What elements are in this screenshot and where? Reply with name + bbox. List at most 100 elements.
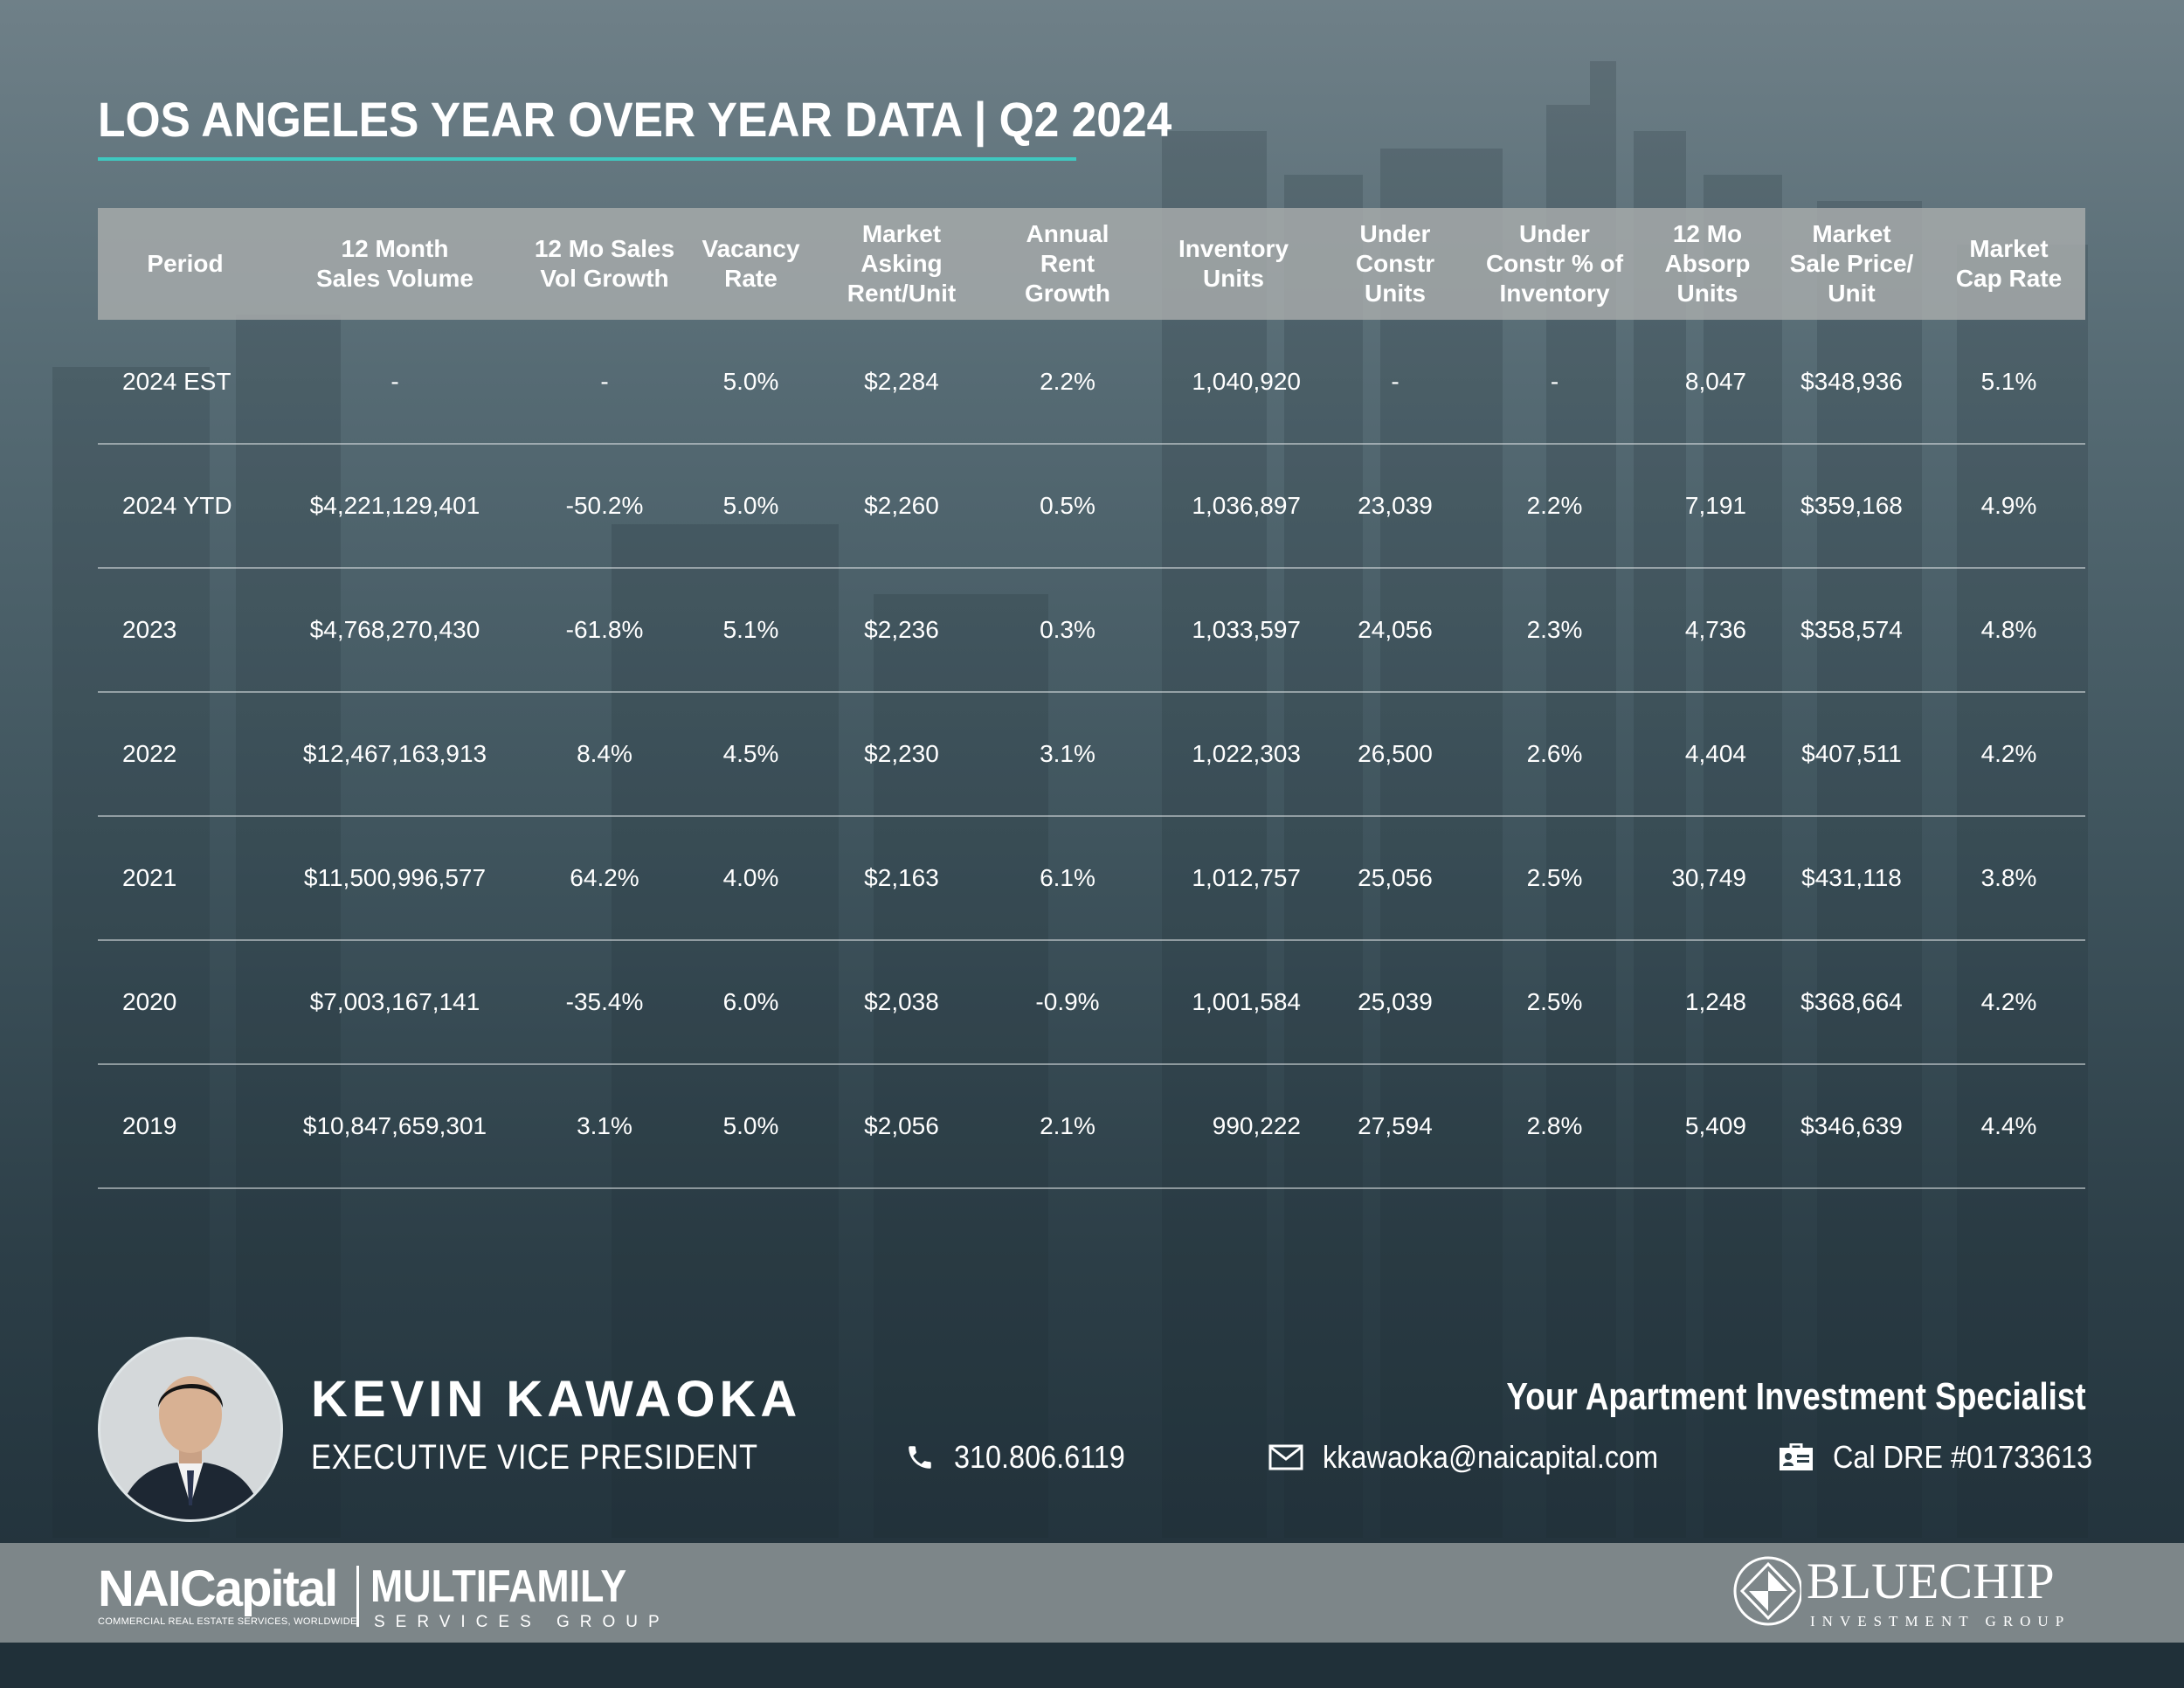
cell-sale-price-unit: $407,511	[1801, 740, 1902, 767]
column-header-under-constr-units: Under Constr Units	[1355, 220, 1435, 307]
cell-sales-volume: $7,003,167,141	[309, 988, 480, 1015]
cell-sales-volume: $11,500,996,577	[303, 864, 487, 891]
cell-sale-price-unit: $348,936	[1800, 367, 1903, 395]
column-header-sale-price-unit: Market Sale Price/Unit	[1789, 220, 1914, 307]
cell-asking-rent: $2,056	[864, 1112, 939, 1139]
agent-portrait-icon	[100, 1339, 280, 1519]
cell-period: 2021	[122, 864, 177, 891]
cell-rent-growth: -0.9%	[1035, 988, 1100, 1015]
cell-asking-rent: $2,163	[864, 864, 939, 891]
yoy-data-table: Period 12 Month Sales Volume 12 Mo Sales V…	[98, 208, 2085, 1189]
cell-sales-vol-growth: -61.8%	[565, 616, 644, 643]
cell-asking-rent: $2,038	[864, 988, 939, 1015]
cell-sales-vol-growth: 3.1%	[577, 1112, 632, 1139]
cell-sales-vol-growth: -35.4%	[565, 988, 644, 1015]
cell-sales-volume: $12,467,163,913	[302, 740, 487, 767]
bluechip-subtitle: INVESTMENT GROUP	[1810, 1613, 2071, 1629]
cell-absorp-units: 8,047	[1684, 367, 1746, 395]
cell-absorp-units: 4,736	[1684, 616, 1746, 643]
cell-cap-rate: 4.2%	[1980, 740, 2037, 767]
cell-sales-vol-growth: -	[600, 367, 609, 395]
cell-sales-vol-growth: 64.2%	[570, 864, 639, 891]
cell-rent-growth: 0.5%	[1040, 492, 1095, 519]
agent-title: EXECUTIVE VICE PRESIDENT	[311, 1438, 758, 1477]
cell-absorp-units: 7,191	[1684, 492, 1746, 519]
cell-vacancy-rate: 4.0%	[722, 864, 779, 891]
cell-under-constr-pct: 2.8%	[1526, 1112, 1583, 1139]
cell-vacancy-rate: 5.0%	[722, 1112, 779, 1139]
page-title: LOS ANGELES YEAR OVER YEAR DATA | Q2 202…	[98, 92, 1172, 147]
cell-cap-rate: 4.2%	[1980, 988, 2037, 1015]
cell-vacancy-rate: 4.5%	[722, 740, 779, 767]
column-header-cap-rate: Market Cap Rate	[1955, 235, 2063, 292]
cell-sale-price-unit: $431,118	[1801, 864, 1902, 891]
cell-rent-growth: 6.1%	[1040, 864, 1095, 891]
cell-inventory-units: 1,012,757	[1192, 864, 1301, 891]
cell-sales-volume: $4,221,129,401	[309, 492, 480, 519]
column-header-rent-growth: Annual Rent Growth	[1025, 220, 1110, 307]
cell-under-constr-units: -	[1391, 367, 1400, 395]
agent-tagline: Your Apartment Investment Specialist	[1506, 1375, 2086, 1418]
table-row: 2022 $12,467,163,913 8.4% 4.5% $2,230 3.…	[98, 692, 2085, 816]
table-row: 2021 $11,500,996,577 64.2% 4.0% $2,163 6…	[98, 816, 2085, 940]
id-card-icon	[1779, 1443, 1814, 1471]
bluechip-wordmark: BLUECHIP	[1807, 1553, 2055, 1609]
cell-sale-price-unit: $358,574	[1800, 616, 1903, 643]
logo-divider	[356, 1566, 359, 1627]
cell-rent-growth: 3.1%	[1040, 740, 1095, 767]
column-header-absorp-units: 12 Mo Absorp Units	[1664, 220, 1751, 307]
cell-vacancy-rate: 5.0%	[722, 367, 779, 395]
table-row: 2023 $4,768,270,430 -61.8% 5.1% $2,236 0…	[98, 568, 2085, 692]
cell-asking-rent: $2,236	[864, 616, 939, 643]
nai-capital-logo: NAICapital COMMERCIAL REAL ESTATE SERVIC…	[98, 1560, 356, 1628]
cell-rent-growth: 0.3%	[1040, 616, 1095, 643]
phone-contact[interactable]: 310.806.6119	[905, 1439, 1144, 1475]
cell-sale-price-unit: $359,168	[1800, 492, 1903, 519]
multifamily-subtitle: SERVICES GROUP	[374, 1613, 670, 1631]
agent-avatar	[98, 1337, 283, 1522]
cell-inventory-units: 990,222	[1212, 1112, 1301, 1139]
table-header-row: Period 12 Month Sales Volume 12 Mo Sales V…	[98, 208, 2085, 320]
cell-under-constr-pct: 2.5%	[1526, 864, 1583, 891]
cell-period: 2023	[122, 616, 177, 643]
cell-cap-rate: 4.9%	[1980, 492, 2037, 519]
cell-under-constr-units: 25,056	[1358, 864, 1433, 891]
cell-under-constr-pct: -	[1550, 367, 1559, 395]
cell-under-constr-pct: 2.5%	[1526, 988, 1583, 1015]
cell-absorp-units: 30,749	[1671, 864, 1746, 891]
cell-vacancy-rate: 5.1%	[722, 616, 779, 643]
cell-vacancy-rate: 6.0%	[722, 988, 779, 1015]
column-header-inventory-units: Inventory Units	[1178, 235, 1289, 292]
cell-vacancy-rate: 5.0%	[722, 492, 779, 519]
phone-number[interactable]: 310.806.6119	[954, 1439, 1125, 1475]
table-row: 2024 EST - - 5.0% $2,284 2.2% 1,040,920 …	[98, 320, 2085, 444]
table-row: 2020 $7,003,167,141 -35.4% 6.0% $2,038 -…	[98, 940, 2085, 1064]
nai-capital-tagline: COMMERCIAL REAL ESTATE SERVICES, WORLDWI…	[98, 1616, 357, 1627]
cell-sales-volume: $10,847,659,301	[302, 1112, 487, 1139]
footer-bar	[0, 1543, 2184, 1643]
footer-bottom-strip	[0, 1643, 2184, 1688]
column-header-period: Period	[147, 250, 224, 277]
title-underline	[98, 157, 1076, 161]
cell-under-constr-pct: 2.6%	[1526, 740, 1583, 767]
phone-icon	[905, 1442, 935, 1472]
email-address[interactable]: kkawaoka@naicapital.com	[1323, 1439, 1659, 1475]
cell-sale-price-unit: $346,639	[1800, 1112, 1903, 1139]
cell-cap-rate: 4.8%	[1980, 616, 2037, 643]
cell-period: 2022	[122, 740, 177, 767]
column-header-sales-volume: 12 Month Sales Volume	[315, 235, 473, 292]
license-number: Cal DRE #01733613	[1833, 1439, 2093, 1475]
cell-inventory-units: 1,001,584	[1192, 988, 1301, 1015]
city-skyline-background	[52, 61, 2088, 1538]
mail-icon	[1268, 1444, 1303, 1470]
cell-under-constr-pct: 2.2%	[1526, 492, 1583, 519]
agent-name: KEVIN KAWAOKA	[311, 1371, 802, 1428]
email-contact[interactable]: kkawaoka@naicapital.com	[1268, 1439, 1696, 1475]
cell-inventory-units: 1,033,597	[1192, 616, 1301, 643]
nai-capital-wordmark: NAICapital	[98, 1560, 338, 1617]
cell-inventory-units: 1,022,303	[1192, 740, 1301, 767]
cell-period: 2024 YTD	[122, 492, 232, 519]
cell-inventory-units: 1,036,897	[1192, 492, 1301, 519]
cell-under-constr-units: 26,500	[1358, 740, 1433, 767]
cell-asking-rent: $2,284	[864, 367, 939, 395]
